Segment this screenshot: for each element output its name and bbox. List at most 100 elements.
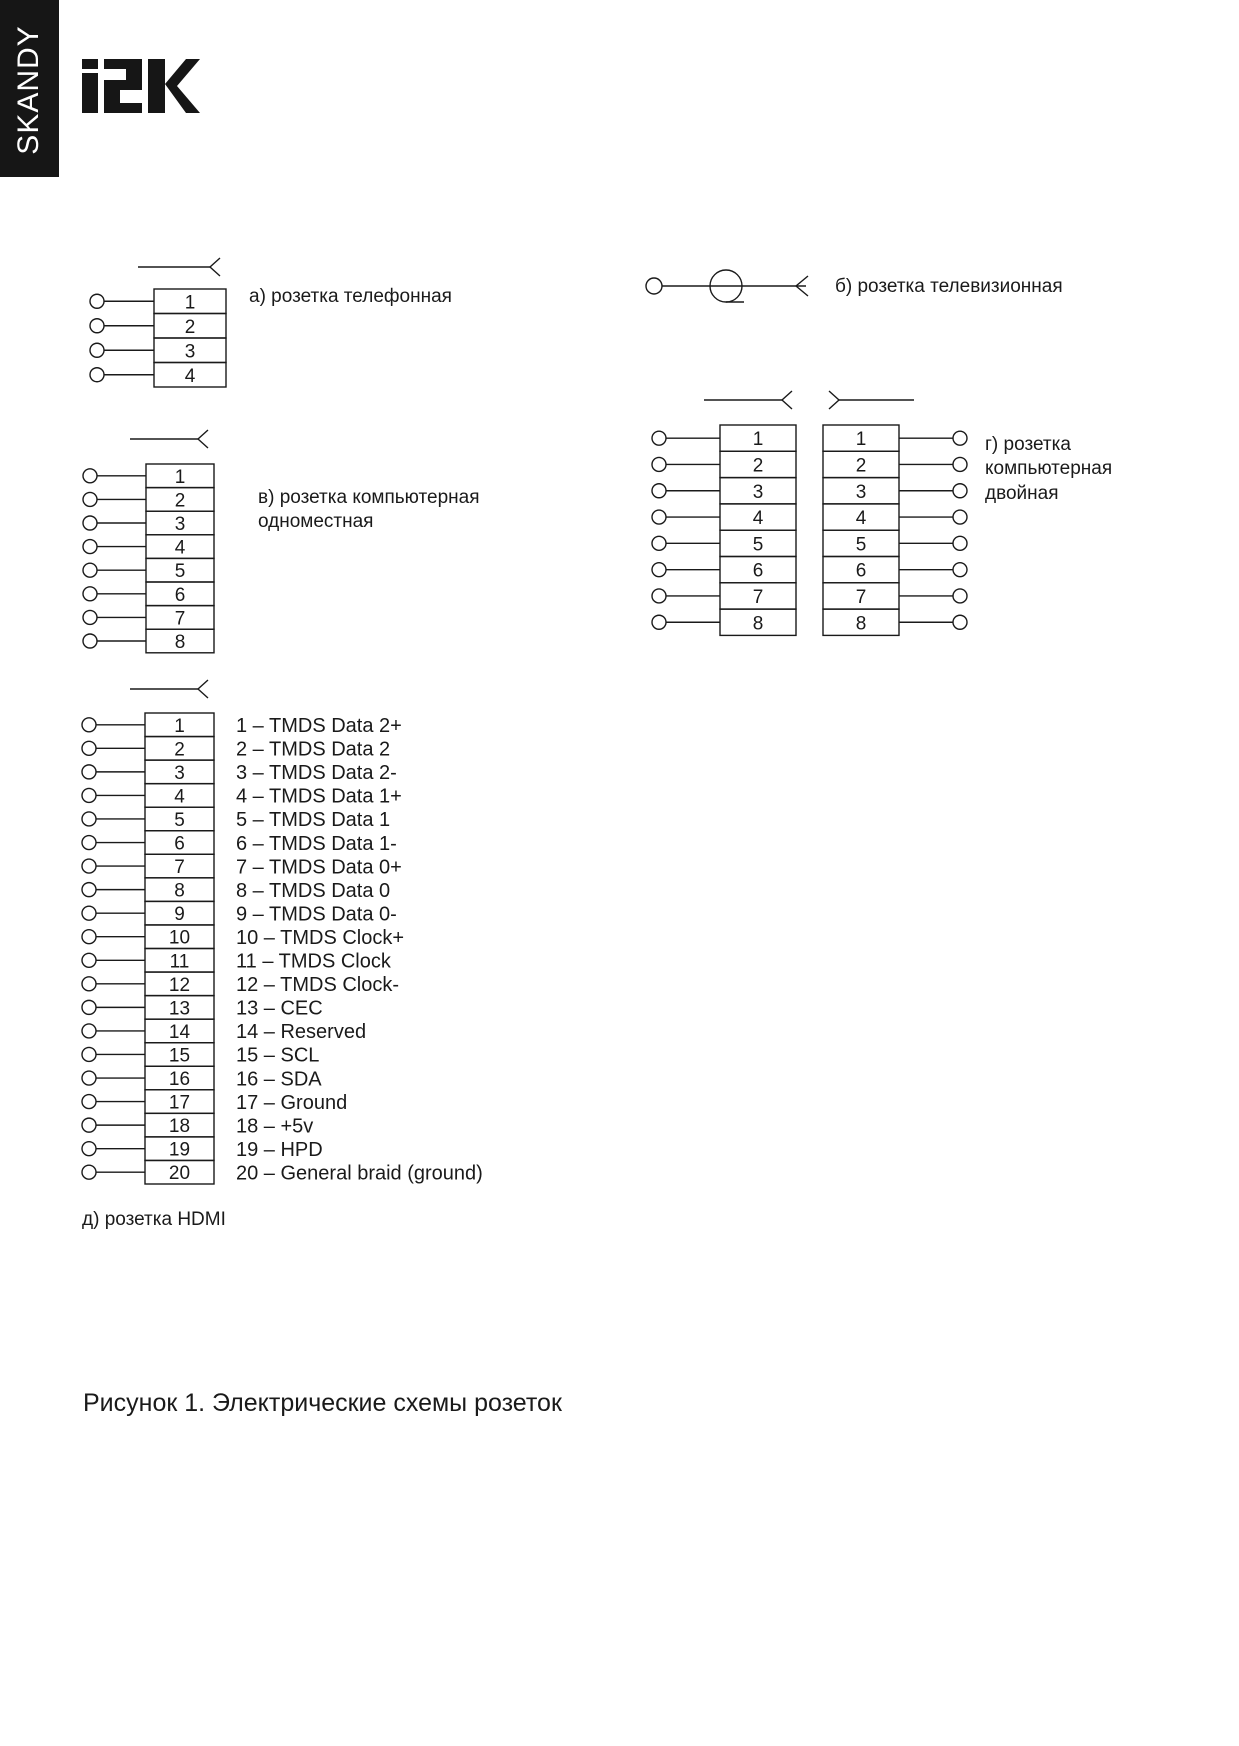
terminal-contact (82, 468, 98, 484)
terminal-contact (89, 293, 105, 309)
pin-description: 3 – TMDS Data 2- (236, 762, 397, 784)
connector-arrow (196, 429, 209, 449)
terminal-contact (651, 456, 667, 473)
pin-number: 6 (753, 561, 764, 582)
connector-arrow (828, 390, 841, 410)
hdmi-socket-label: д) розетка HDMI (82, 1209, 226, 1230)
pin-number: 16 (169, 1069, 190, 1090)
pin-description: 16 – SDA (236, 1068, 322, 1090)
pin-description: 12 – TMDS Clock- (236, 974, 399, 996)
pin-number: 4 (175, 538, 186, 559)
pin-description: 18 – +5v (236, 1115, 313, 1137)
pin-number: 18 (169, 1116, 190, 1137)
terminal-contact (81, 811, 97, 827)
pin-number: 5 (753, 534, 764, 555)
computer-single-socket-diagram: 12 3 45 67 8 (82, 429, 215, 654)
pin-description: 9 – TMDS Data 0- (236, 903, 397, 925)
terminal-contact (81, 905, 97, 921)
pin-number: 5 (174, 810, 185, 831)
pin-description: 11 – TMDS Clock (236, 951, 392, 973)
pin-number: 1 (856, 429, 867, 450)
pin-number: 3 (753, 482, 764, 503)
pin-number: 11 (170, 951, 190, 972)
pin-description: 15 – SCL (236, 1045, 319, 1067)
terminal-contact (952, 483, 968, 499)
pin-description: 10 – TMDS Clock+ (236, 927, 404, 949)
pin-number: 1 (174, 716, 185, 737)
pin-number: 2 (174, 739, 185, 760)
terminal-contact (81, 952, 97, 968)
pin-description: 19 – HPD (236, 1139, 323, 1161)
pin-number: 7 (175, 608, 186, 629)
pin-number: 13 (169, 998, 190, 1019)
terminal-contact (81, 881, 97, 898)
computer-double-socket-diagram: 1 2 3 4 5 6 7 8 1 2 3 4 5 6 7 8 (651, 390, 968, 637)
pin-number: 5 (175, 561, 186, 582)
terminal-contact (81, 1140, 97, 1157)
terminal-contact (651, 614, 667, 630)
pin-number: 2 (185, 317, 196, 338)
pin-number: 1 (753, 429, 764, 450)
terminal-contact (81, 1093, 97, 1110)
pin-description: 2 – TMDS Data 2 (236, 739, 390, 761)
terminal-contact (82, 609, 98, 626)
terminal-contact (81, 1023, 97, 1039)
terminal-contact (952, 561, 968, 578)
pin-number: 6 (174, 834, 185, 855)
pin-number: 17 (169, 1093, 190, 1114)
computer-single-label-line1: в) розетка компьютерная (258, 487, 479, 508)
connector-arrow (780, 390, 793, 410)
tv-socket-diagram (645, 269, 809, 303)
pin-number: 2 (856, 455, 867, 476)
pin-number: 2 (753, 455, 764, 476)
terminal-contact (651, 430, 667, 446)
pin-description: 17 – Ground (236, 1092, 347, 1114)
pin-description: 1 – TMDS Data 2+ (236, 715, 402, 737)
terminal-contact (82, 538, 98, 555)
terminal-contact (651, 535, 667, 552)
terminal-contact (81, 764, 97, 780)
pin-number: 3 (175, 514, 186, 535)
pin-number: 9 (174, 904, 185, 925)
terminal-contact (81, 787, 97, 804)
pin-number: 10 (169, 928, 190, 949)
terminal-contact (89, 318, 105, 334)
connector-arrow (196, 679, 209, 699)
terminal-contact (89, 342, 105, 358)
terminal-contact (651, 483, 667, 499)
pin-number: 3 (174, 763, 185, 784)
terminal-contact (651, 588, 667, 604)
terminal-contact (81, 929, 97, 945)
pin-number: 5 (856, 534, 867, 555)
pin-number: 15 (169, 1045, 190, 1066)
pin-number: 4 (174, 786, 185, 807)
terminal-contact (89, 367, 105, 383)
terminal-contact (81, 717, 97, 733)
terminal-contact (81, 976, 97, 992)
figure-caption: Рисунок 1. Электрические схемы розеток (83, 1389, 563, 1417)
terminal-contact (81, 1046, 97, 1063)
pin-number: 6 (856, 561, 867, 582)
terminal-contact (82, 633, 98, 649)
terminal-contact (651, 561, 667, 578)
pin-description: 7 – TMDS Data 0+ (236, 856, 402, 878)
phone-socket-label: а) розетка телефонная (249, 286, 452, 307)
pin-number: 12 (169, 975, 190, 996)
terminal-contact (81, 834, 97, 851)
pin-description: 8 – TMDS Data 0 (236, 880, 390, 902)
computer-double-label-line3: двойная (985, 483, 1059, 504)
pin-number: 1 (175, 467, 186, 488)
pin-number: 4 (185, 366, 196, 387)
terminal-contact (82, 586, 98, 602)
terminal-contact (81, 1070, 97, 1086)
pin-number: 8 (174, 881, 185, 902)
computer-double-label-line1: г) розетка (985, 434, 1071, 455)
pin-number: 7 (753, 587, 764, 608)
terminal-contact (651, 509, 667, 525)
phone-socket-diagram: 1 2 3 4 (89, 257, 227, 388)
pin-number: 7 (856, 587, 867, 608)
terminal-contact (952, 430, 968, 446)
terminal-contact (952, 509, 968, 525)
terminal-contact (82, 562, 98, 578)
